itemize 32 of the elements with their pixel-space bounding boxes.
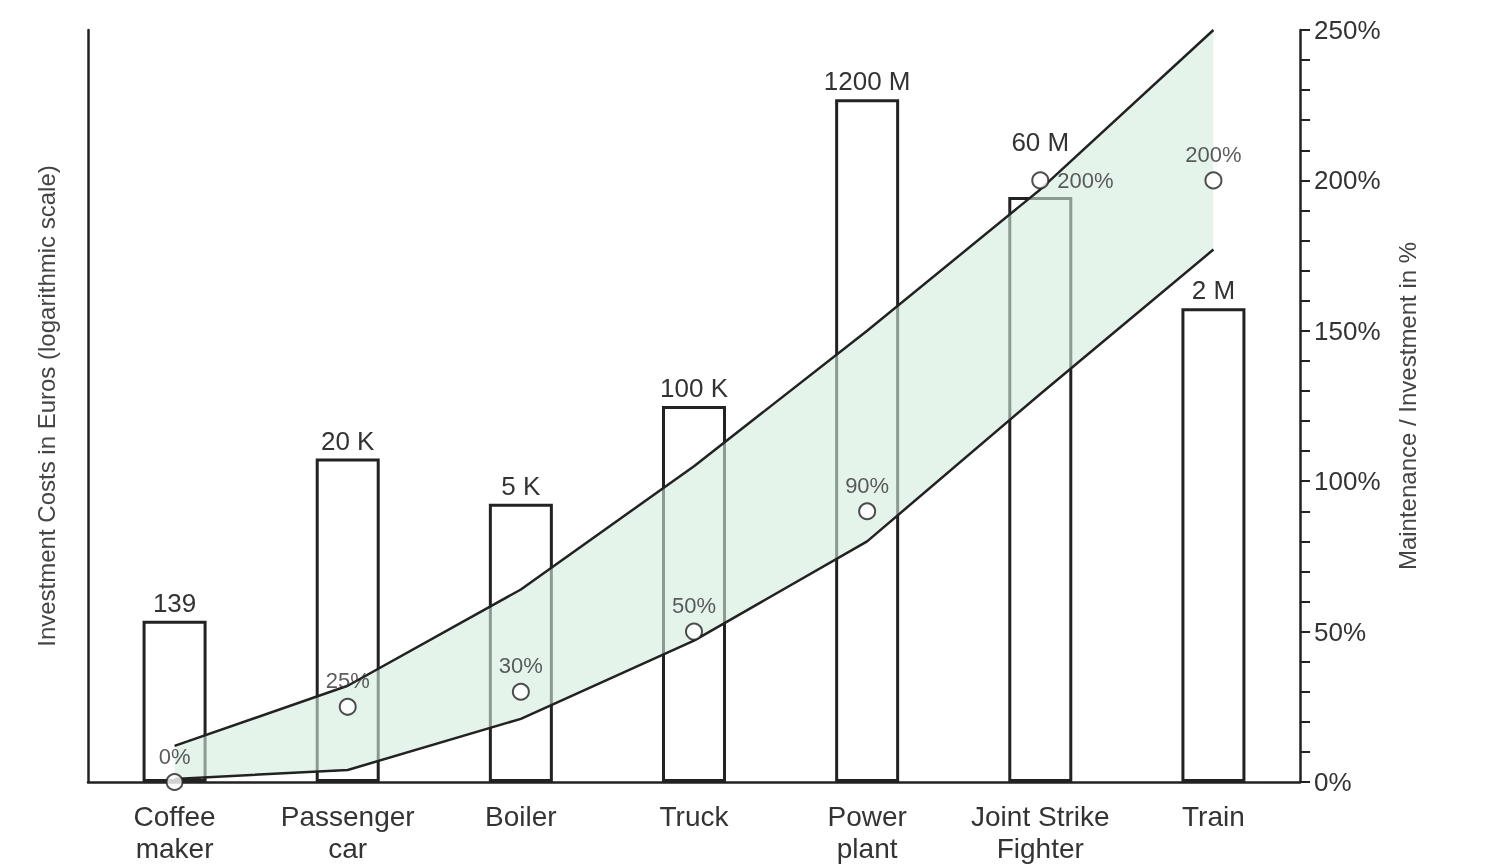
data-label: 90% [845, 472, 890, 498]
y-axis-title: Investment Costs in Euros (logarithmic scale) [32, 165, 60, 647]
category-label: maker [135, 832, 214, 864]
y2-tick-label: 200% [1314, 165, 1381, 196]
category-label: Joint Strike [971, 800, 1110, 832]
data-label: 200% [1057, 167, 1114, 193]
category-label: plant [836, 832, 898, 864]
data-label: 1200 M [823, 66, 911, 97]
data-label: 200% [1185, 141, 1242, 167]
y2-tick-label: 50% [1314, 616, 1367, 647]
data-label: 5 K [501, 470, 542, 501]
y2-axis-title: Maintenance / Investment in % [1393, 241, 1421, 571]
y2-tick-label: 100% [1314, 466, 1381, 497]
category-label: car [328, 832, 368, 864]
y2-tick-label: 0% [1314, 767, 1352, 797]
category-label: Boiler [485, 800, 557, 832]
category-label: Power [827, 800, 907, 832]
data-label: 139 [152, 587, 197, 618]
y2-tick-label: 150% [1314, 315, 1381, 346]
category-label: Train [1182, 800, 1245, 832]
data-label: 50% [671, 593, 717, 619]
y2-tick-label: 250% [1314, 15, 1381, 45]
data-label: 0% [158, 743, 191, 769]
data-label: 100 K [660, 373, 729, 403]
category-label: Coffee [133, 800, 216, 832]
data-label: 2 M [1191, 275, 1236, 306]
category-label: Fighter [996, 832, 1084, 864]
data-label: 20 K [320, 425, 376, 456]
category-label: Passenger [280, 800, 415, 832]
data-label: 30% [498, 653, 543, 679]
category-label: Truck [659, 800, 729, 832]
data-label: 60 M [1011, 127, 1070, 158]
